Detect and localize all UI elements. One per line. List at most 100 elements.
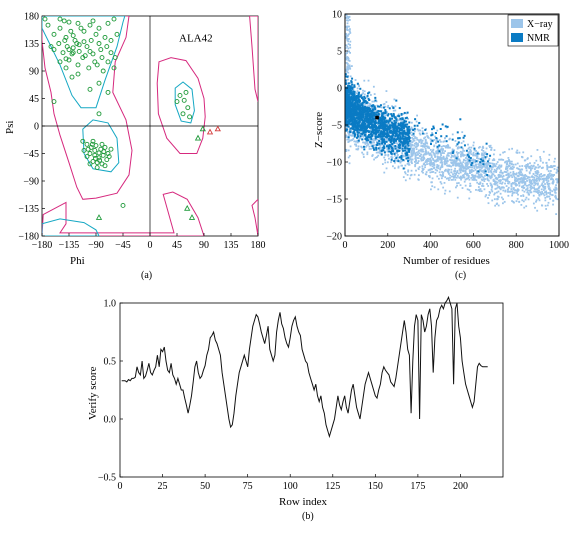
xray-point (513, 172, 516, 175)
xray-point (442, 156, 445, 159)
rama-points (42, 16, 221, 220)
xray-point (424, 153, 427, 156)
xray-point (366, 141, 369, 144)
xray-point (553, 160, 556, 163)
xray-point (516, 190, 519, 193)
xray-point (462, 161, 465, 164)
xray-point (535, 179, 538, 182)
xray-point (540, 184, 543, 187)
nmr-point (354, 103, 357, 106)
xray-point (459, 162, 462, 165)
xray-point (435, 139, 438, 142)
xray-point (372, 139, 375, 142)
xray-point (410, 161, 413, 163)
xray-point (468, 170, 471, 172)
xray-point (543, 174, 546, 176)
nmr-point (352, 109, 355, 112)
nmr-point (363, 124, 366, 127)
nmr-point (353, 117, 356, 120)
xray-point (477, 157, 480, 160)
xray-point (505, 165, 508, 168)
nmr-point (387, 128, 390, 131)
xray-point (355, 143, 357, 146)
xray-point (523, 206, 526, 209)
xray-point (555, 184, 557, 187)
rama-residue-point (84, 44, 90, 50)
xray-point (518, 165, 521, 168)
xray-point (409, 140, 412, 143)
xray-point (494, 183, 497, 186)
nmr-point (374, 113, 377, 116)
nmr-point (402, 121, 405, 124)
xray-point (472, 153, 475, 156)
xray-point (499, 165, 502, 168)
nmr-point (368, 120, 371, 123)
nmr-point (380, 153, 383, 156)
xray-point (355, 92, 358, 95)
xray-point (391, 105, 393, 108)
xray-point (533, 190, 535, 193)
xray-point (469, 161, 471, 164)
xray-point (378, 144, 381, 147)
nmr-point (396, 138, 399, 141)
xray-point (459, 175, 462, 178)
xray-point (349, 32, 352, 34)
xray-point (490, 148, 493, 151)
xray-point (410, 173, 413, 176)
xray-point (479, 188, 482, 191)
xray-point (458, 168, 461, 171)
xray-point (408, 159, 411, 162)
xray-point (544, 183, 546, 185)
xray-point (347, 59, 350, 62)
xray-point (388, 157, 390, 160)
xray-point (459, 184, 462, 187)
rama-residue-point (51, 99, 57, 105)
xray-point (495, 163, 498, 165)
xray-point (518, 151, 521, 154)
xray-point (514, 179, 516, 182)
xray-point (551, 178, 553, 181)
xray-point (449, 158, 451, 161)
xray-point (421, 170, 423, 173)
xray-point (484, 174, 486, 177)
xray-point (392, 136, 395, 139)
xray-point (356, 87, 359, 90)
xray-point (443, 161, 446, 164)
rama-residue-point (76, 48, 82, 54)
nmr-point (345, 103, 348, 106)
xray-point (537, 177, 540, 179)
xray-point (510, 174, 513, 177)
xray-point (466, 163, 469, 166)
xray-point (536, 188, 539, 191)
nmr-point (376, 129, 379, 132)
nmr-point (406, 127, 409, 130)
xray-point (438, 171, 441, 174)
xray-point (444, 189, 447, 192)
xray-point (411, 149, 414, 152)
xray-point (446, 146, 449, 149)
xray-point (426, 135, 429, 137)
xray-point (538, 174, 541, 176)
nmr-point (360, 129, 363, 132)
xray-point (417, 143, 419, 146)
xray-point (379, 140, 382, 143)
xray-point (504, 171, 507, 173)
xray-point (345, 14, 348, 16)
nmr-point (404, 125, 407, 128)
xray-point (490, 188, 493, 191)
xray-point (554, 191, 556, 194)
xray-point (469, 166, 471, 169)
xray-point (371, 141, 374, 144)
xray-point (457, 158, 460, 160)
xray-point (520, 203, 523, 206)
xray-point (491, 159, 494, 162)
rama-residue-point (66, 47, 72, 53)
nmr-point (365, 117, 368, 120)
xray-point (381, 163, 384, 165)
xray-point (551, 181, 554, 183)
xray-point (549, 166, 552, 169)
xray-point (492, 173, 495, 176)
xray-point (436, 151, 439, 153)
xray-point (421, 169, 424, 171)
xray-point (385, 101, 388, 103)
